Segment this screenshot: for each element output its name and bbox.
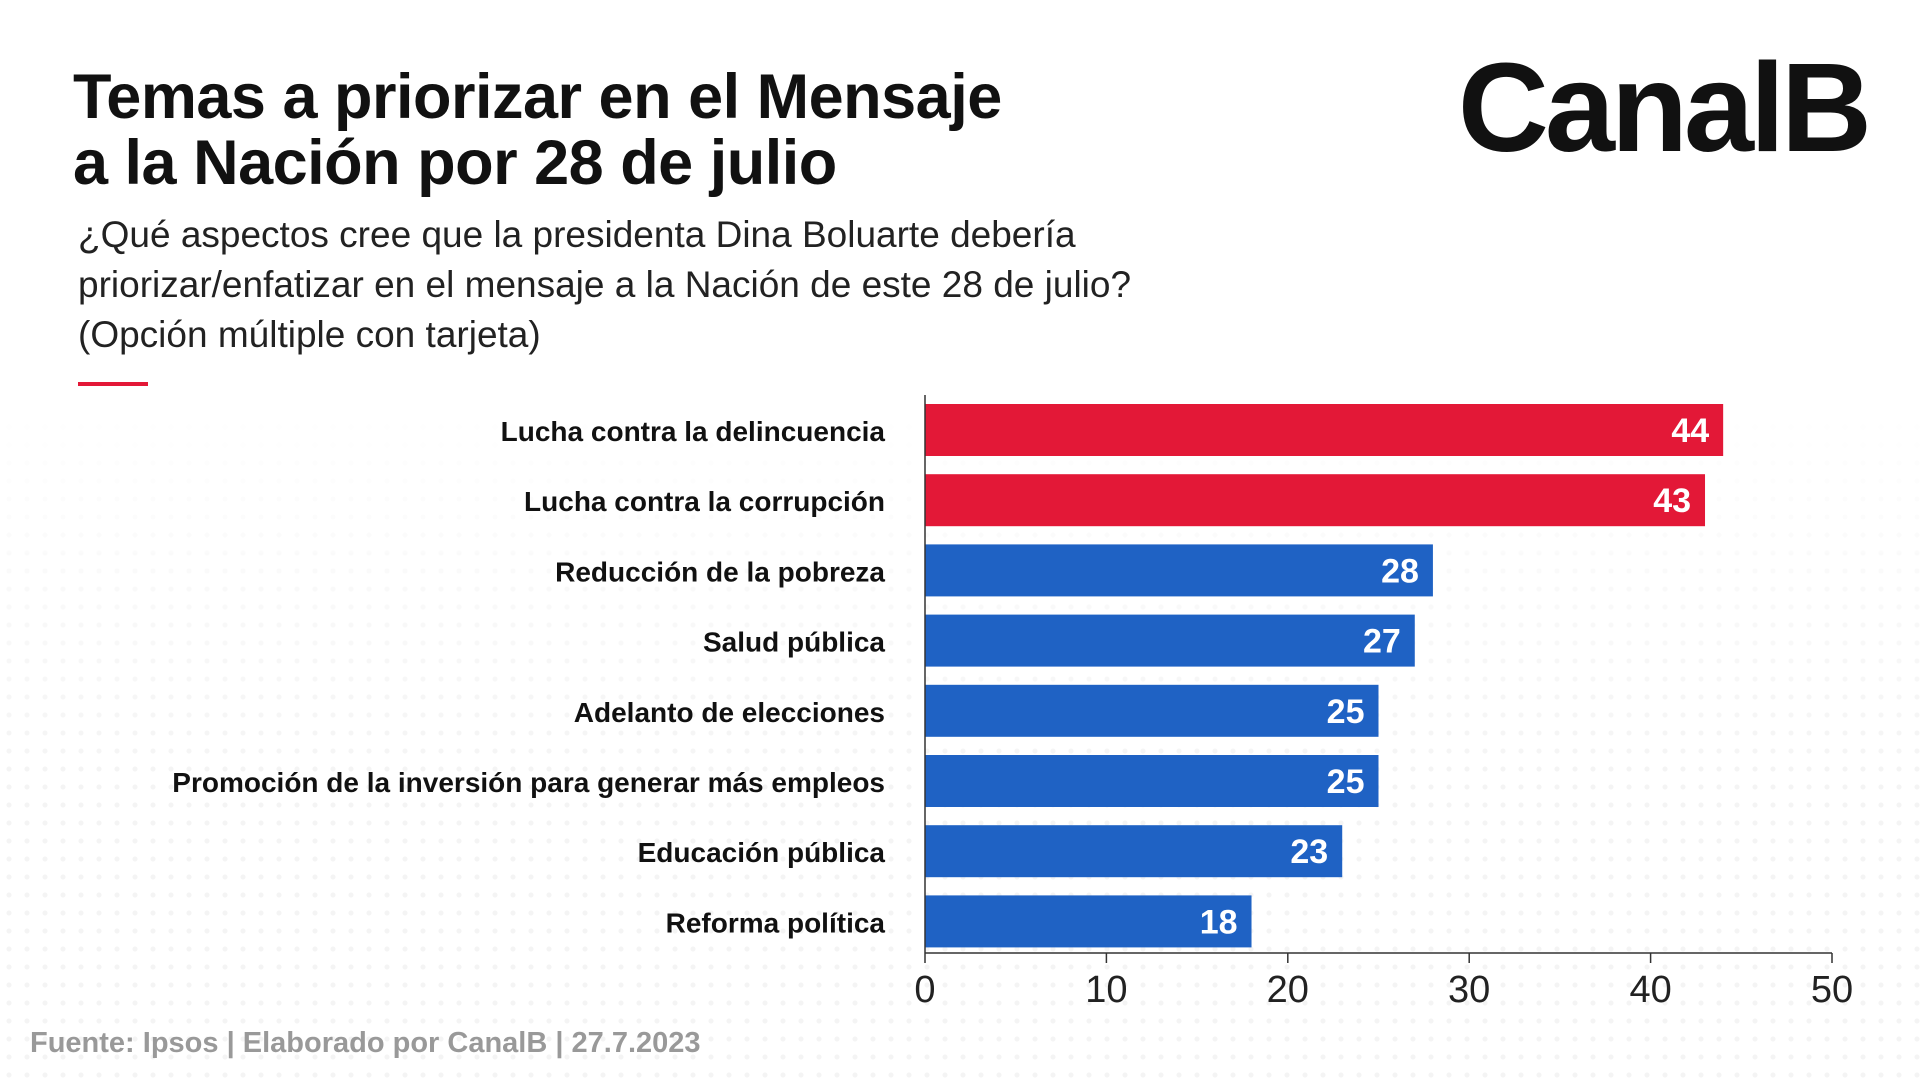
data-label: 44 <box>1671 412 1709 450</box>
data-label: 18 <box>1200 903 1238 941</box>
category-label: Lucha contra la corrupción <box>524 486 885 517</box>
category-label: Reducción de la pobreza <box>555 556 885 587</box>
data-label: 43 <box>1653 482 1691 520</box>
bar <box>925 404 1724 456</box>
subtitle-line-2: priorizar/enfatizar en el mensaje a la N… <box>78 264 1132 305</box>
bar <box>925 474 1706 527</box>
subtitle-line-3: (Opción múltiple con tarjeta) <box>78 314 541 355</box>
chart-subtitle: ¿Qué aspectos cree que la presidenta Din… <box>78 210 1478 360</box>
data-label: 27 <box>1363 623 1401 661</box>
x-tick-label: 50 <box>1811 969 1853 1011</box>
bar <box>925 825 1343 878</box>
category-label: Reforma política <box>666 907 886 938</box>
data-label: 23 <box>1290 833 1328 871</box>
x-tick-label: 30 <box>1448 969 1490 1011</box>
category-label: Salud pública <box>703 627 885 658</box>
category-label: Lucha contra la delincuencia <box>501 416 886 447</box>
source-credit: Fuente: Ipsos | Elaborado por CanalB | 2… <box>30 1027 701 1059</box>
accent-divider <box>78 382 148 386</box>
bar <box>925 684 1379 737</box>
canalb-logo: CanalB <box>1457 37 1872 178</box>
chart-title-line-1: Temas a priorizar en el Mensaje <box>73 62 1002 132</box>
bar <box>925 614 1415 667</box>
category-label: Adelanto de elecciones <box>574 697 885 728</box>
x-tick-label: 20 <box>1267 969 1309 1011</box>
data-label: 25 <box>1327 763 1365 801</box>
x-tick-label: 40 <box>1629 969 1671 1011</box>
subtitle-line-1: ¿Qué aspectos cree que la presidenta Din… <box>78 214 1076 255</box>
data-label: 28 <box>1381 552 1419 590</box>
chart-title: Temas a priorizar en el Mensaje a la Nac… <box>73 64 1373 196</box>
category-label: Educación pública <box>638 837 886 868</box>
category-label: Promoción de la inversión para generar m… <box>172 767 885 798</box>
data-label: 25 <box>1327 693 1365 731</box>
bar <box>925 544 1433 597</box>
bar <box>925 755 1379 807</box>
bar <box>925 895 1252 948</box>
x-tick-label: 0 <box>914 969 935 1011</box>
x-tick-label: 10 <box>1085 969 1127 1011</box>
chart-title-line-2: a la Nación por 28 de julio <box>73 128 837 198</box>
